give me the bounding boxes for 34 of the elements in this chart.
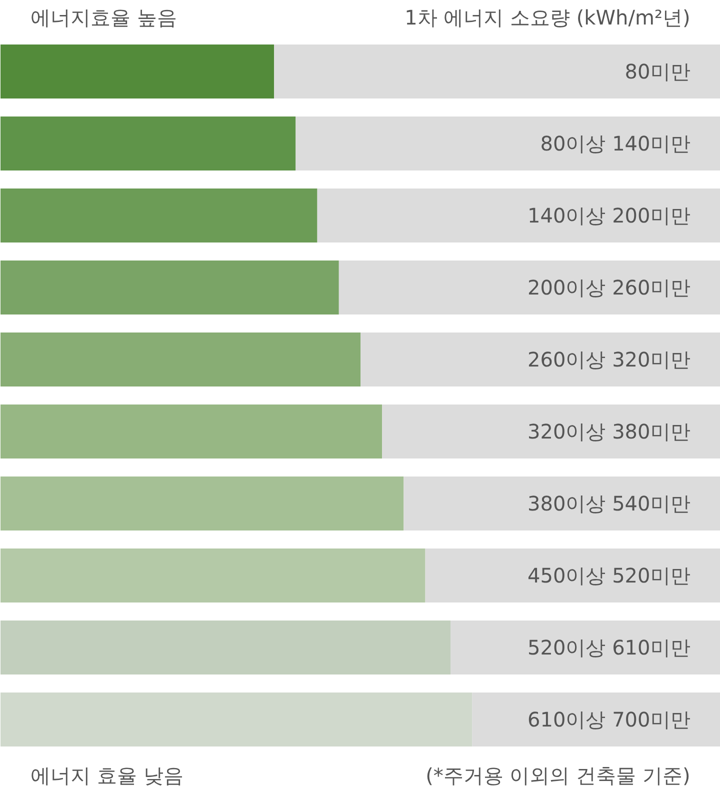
y-tick-label: 320이상 380미만 bbox=[528, 420, 690, 444]
bar bbox=[274, 44, 720, 98]
y-tick-label: 610이상 700미만 bbox=[528, 708, 690, 732]
bar bbox=[296, 116, 720, 170]
y-tick-label: 80이상 140미만 bbox=[540, 132, 690, 156]
bar bbox=[0, 620, 450, 674]
bar bbox=[338, 260, 720, 314]
bar bbox=[0, 692, 472, 746]
bar bbox=[0, 332, 360, 386]
bar bbox=[360, 332, 720, 386]
y-tick-label: 200이상 260미만 bbox=[528, 276, 690, 300]
chart-title: 에너지효율 높음 bbox=[30, 6, 178, 30]
bar bbox=[0, 116, 296, 170]
bar bbox=[0, 260, 339, 314]
chart-subtitle: 1차 에너지 소요량 (kWh/m²년) bbox=[404, 6, 690, 30]
y-tick-label: 450이상 520미만 bbox=[528, 564, 690, 588]
bar bbox=[425, 548, 720, 602]
bar bbox=[0, 476, 404, 530]
bar bbox=[0, 404, 382, 458]
bar bbox=[450, 620, 720, 674]
y-tick-label: 520이상 610미만 bbox=[528, 636, 690, 660]
y-tick-label: 140이상 200미만 bbox=[528, 204, 690, 228]
bar bbox=[404, 476, 720, 530]
bar bbox=[382, 404, 720, 458]
bar bbox=[317, 188, 720, 242]
bar bbox=[472, 692, 720, 746]
annotation: 에너지 효율 낮음 bbox=[30, 764, 184, 788]
bar bbox=[0, 188, 318, 242]
annotation: (*주거용 이외의 건축물 기준) bbox=[426, 764, 690, 788]
y-tick-label: 260이상 320미만 bbox=[528, 348, 690, 372]
bar bbox=[0, 44, 274, 98]
y-tick-label: 80미만 bbox=[624, 60, 690, 84]
y-tick-label: 380이상 540미만 bbox=[528, 492, 690, 516]
bar bbox=[0, 548, 426, 602]
